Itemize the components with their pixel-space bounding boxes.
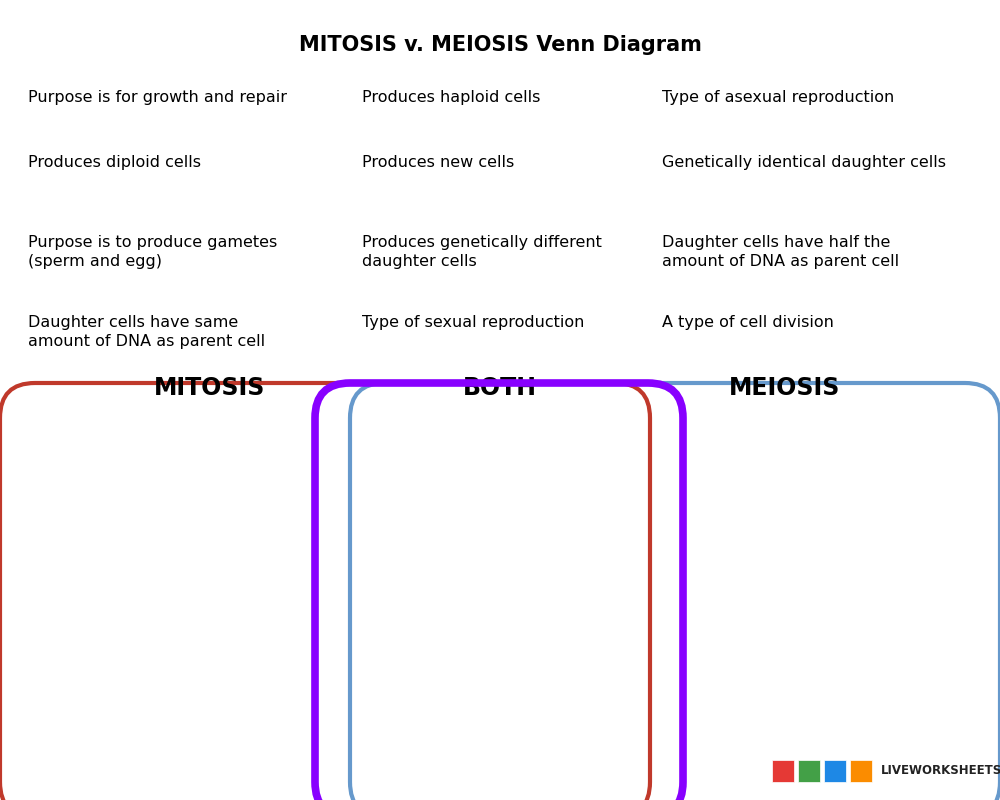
Text: A type of cell division: A type of cell division (662, 315, 834, 330)
Text: Daughter cells have half the
amount of DNA as parent cell: Daughter cells have half the amount of D… (662, 235, 899, 269)
Text: Genetically identical daughter cells: Genetically identical daughter cells (662, 155, 946, 170)
FancyBboxPatch shape (850, 760, 872, 782)
Text: Produces haploid cells: Produces haploid cells (362, 90, 540, 105)
Text: Type of sexual reproduction: Type of sexual reproduction (362, 315, 584, 330)
Text: Purpose is to produce gametes
(sperm and egg): Purpose is to produce gametes (sperm and… (28, 235, 277, 269)
FancyBboxPatch shape (772, 760, 794, 782)
Text: Type of asexual reproduction: Type of asexual reproduction (662, 90, 894, 105)
Text: MEIOSIS: MEIOSIS (729, 376, 841, 400)
FancyBboxPatch shape (798, 760, 820, 782)
Text: MITOSIS: MITOSIS (154, 376, 266, 400)
Text: Purpose is for growth and repair: Purpose is for growth and repair (28, 90, 287, 105)
Text: Produces new cells: Produces new cells (362, 155, 514, 170)
Text: Produces genetically different
daughter cells: Produces genetically different daughter … (362, 235, 602, 269)
Text: Produces diploid cells: Produces diploid cells (28, 155, 201, 170)
FancyBboxPatch shape (824, 760, 846, 782)
Text: Daughter cells have same
amount of DNA as parent cell: Daughter cells have same amount of DNA a… (28, 315, 265, 349)
Text: MITOSIS v. MEIOSIS Venn Diagram: MITOSIS v. MEIOSIS Venn Diagram (299, 35, 701, 55)
Text: BOTH: BOTH (463, 376, 537, 400)
Text: LIVEWORKSHEETS: LIVEWORKSHEETS (881, 765, 1000, 778)
